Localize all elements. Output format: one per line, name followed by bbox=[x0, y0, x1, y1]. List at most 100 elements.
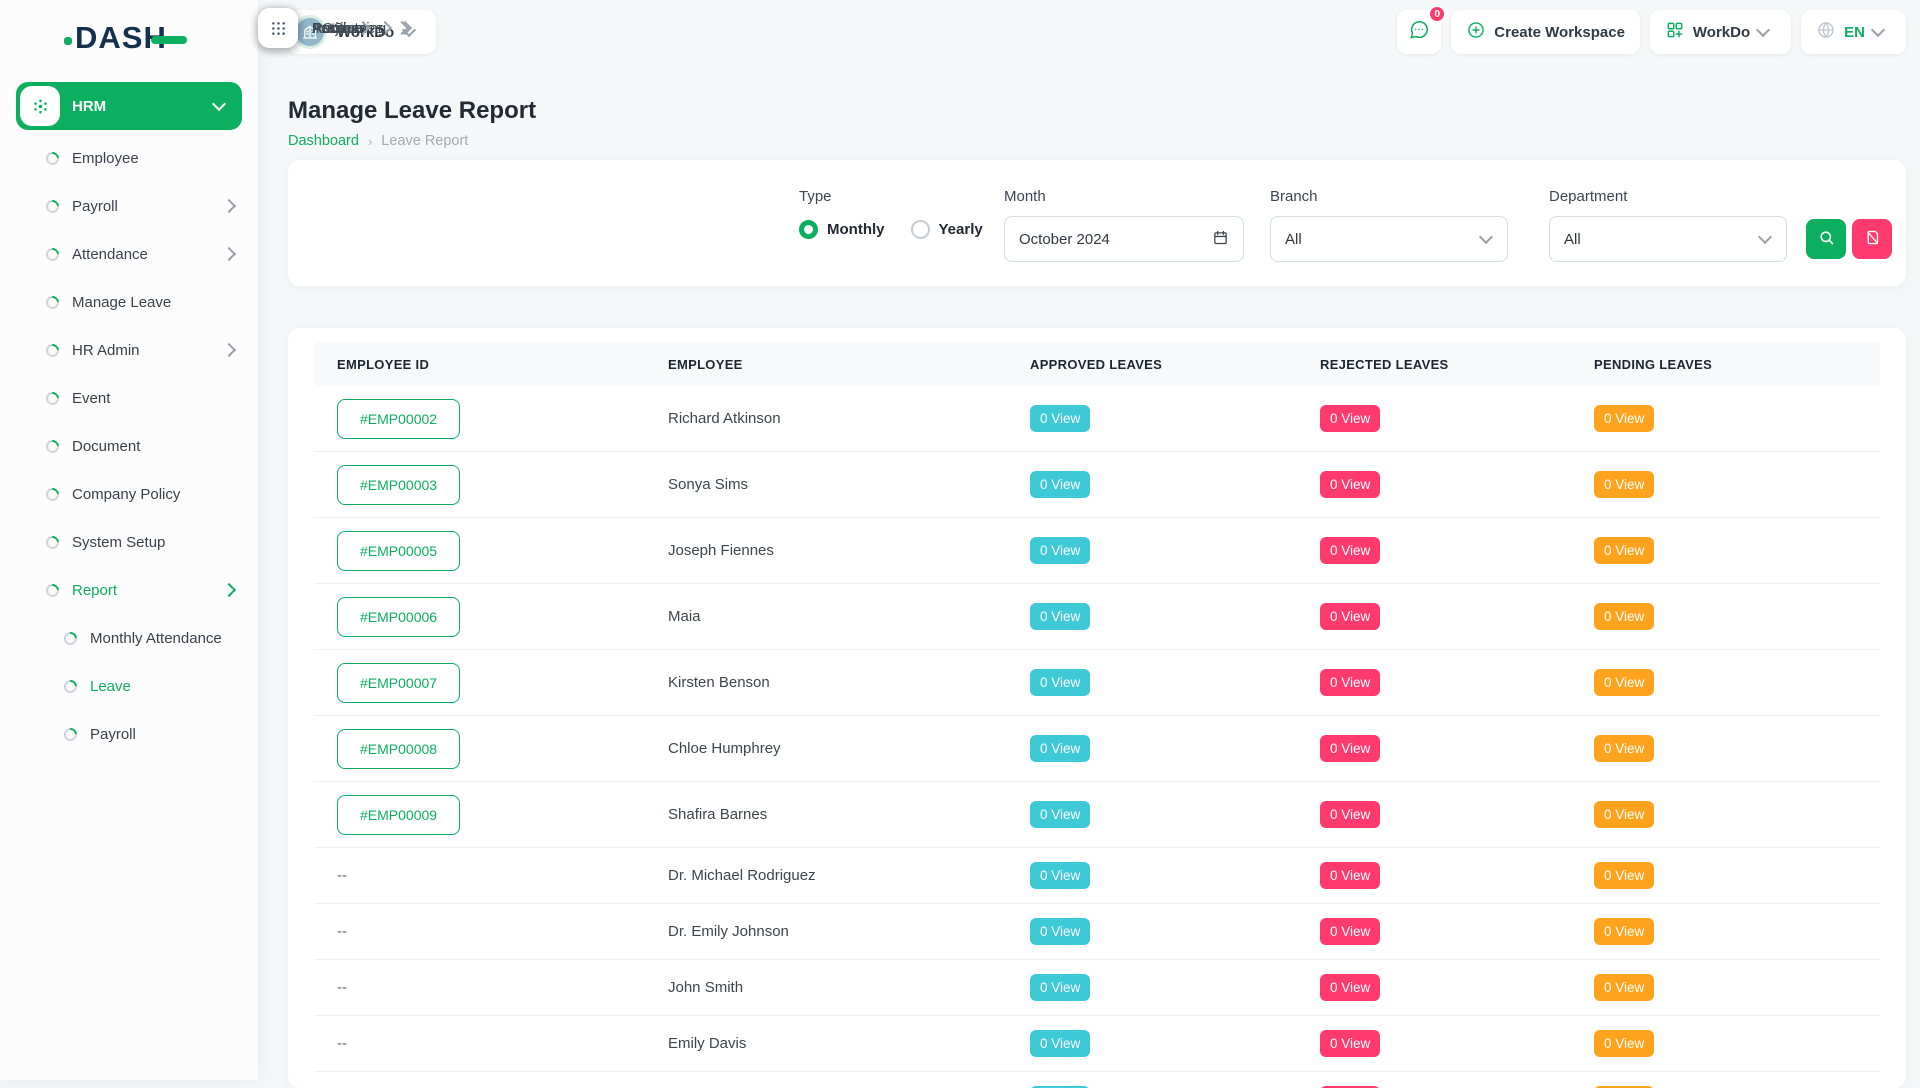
leave-report-table: EMPLOYEE ID EMPLOYEE APPROVED LEAVES REJ… bbox=[288, 328, 1906, 1088]
sidebar-item-leave[interactable]: Leave bbox=[16, 662, 242, 710]
pending-leaves-view-badge[interactable]: 0 View bbox=[1594, 862, 1655, 889]
approved-leaves-view-badge[interactable]: 0 View bbox=[1030, 801, 1091, 828]
radio-monthly[interactable]: Monthly bbox=[799, 220, 885, 239]
department-select[interactable]: All bbox=[1549, 216, 1787, 262]
sidebar-item-attendance[interactable]: Attendance bbox=[16, 230, 242, 278]
sidebar-item-event[interactable]: Event bbox=[16, 374, 242, 422]
rejected-leaves-view-badge[interactable]: 0 View bbox=[1320, 603, 1381, 630]
approved-leaves-cell: 0 View bbox=[1007, 735, 1297, 762]
branch-value: All bbox=[1285, 230, 1302, 248]
employee-id-badge[interactable]: #EMP00008 bbox=[337, 728, 461, 769]
department-label: Department bbox=[1549, 188, 1628, 205]
employee-id-badge[interactable]: #EMP00006 bbox=[337, 596, 461, 637]
approved-leaves-view-badge[interactable]: 0 View bbox=[1030, 669, 1091, 696]
sidebar-item-payroll[interactable]: Payroll bbox=[16, 710, 242, 758]
table-row: #EMP00003 Sonya Sims 0 View 0 View 0 View bbox=[314, 452, 1880, 518]
rejected-leaves-view-badge[interactable]: 0 View bbox=[1320, 405, 1381, 432]
radio-yearly[interactable]: Yearly bbox=[910, 220, 983, 239]
sidebar-item-hr-admin[interactable]: HR Admin bbox=[16, 326, 242, 374]
approved-leaves-view-badge[interactable]: 0 View bbox=[1030, 405, 1091, 432]
sidebar-item-document[interactable]: Document bbox=[16, 422, 242, 470]
pending-leaves-view-badge[interactable]: 0 View bbox=[1594, 603, 1655, 630]
sidebar-item-report[interactable]: Report bbox=[16, 566, 242, 614]
rejected-leaves-view-badge[interactable]: 0 View bbox=[1320, 918, 1381, 945]
approved-leaves-view-badge[interactable]: 0 View bbox=[1030, 603, 1091, 630]
rejected-leaves-view-badge[interactable]: 0 View bbox=[1320, 1030, 1381, 1057]
sidebar-item-label: Event bbox=[72, 389, 111, 407]
employee-id-badge[interactable]: #EMP00009 bbox=[337, 794, 461, 835]
plus-circle-icon bbox=[1466, 20, 1486, 45]
column-header-pending-leaves: PENDING LEAVES bbox=[1594, 356, 1713, 372]
employee-name: Richard Atkinson bbox=[668, 410, 781, 427]
sidebar-item-company-policy[interactable]: Company Policy bbox=[16, 470, 242, 518]
pending-leaves-view-badge[interactable]: 0 View bbox=[1594, 801, 1655, 828]
pending-leaves-view-badge[interactable]: 0 View bbox=[1594, 669, 1655, 696]
bullet-icon bbox=[43, 580, 62, 600]
app-switcher-button[interactable]: WorkDo bbox=[1649, 10, 1792, 54]
messages-button[interactable]: 0 bbox=[1397, 5, 1447, 54]
month-input[interactable]: October 2024 bbox=[1004, 216, 1244, 262]
breadcrumb: Dashboard › Leave Report bbox=[288, 133, 468, 149]
chevron-down-icon bbox=[1757, 229, 1773, 245]
create-workspace-label: Create Workspace bbox=[1494, 23, 1625, 41]
approved-leaves-view-badge[interactable]: 0 View bbox=[1030, 974, 1091, 1001]
column-header-employee-id: EMPLOYEE ID bbox=[337, 356, 430, 372]
branch-select[interactable]: All bbox=[1270, 216, 1508, 262]
approved-leaves-view-badge[interactable]: 0 View bbox=[1030, 537, 1091, 564]
sidebar-item-label: Report bbox=[72, 581, 118, 599]
pending-leaves-view-badge[interactable]: 0 View bbox=[1594, 471, 1655, 498]
search-button[interactable] bbox=[1806, 219, 1846, 259]
sidebar-item-hrm[interactable]: HRM bbox=[16, 82, 242, 130]
rejected-leaves-view-badge[interactable]: 0 View bbox=[1320, 669, 1381, 696]
approved-leaves-view-badge[interactable]: 0 View bbox=[1030, 735, 1091, 762]
pending-leaves-view-badge[interactable]: 0 View bbox=[1594, 735, 1655, 762]
rejected-leaves-view-badge[interactable]: 0 View bbox=[1320, 862, 1381, 889]
sidebar-item-monthly-attendance[interactable]: Monthly Attendance bbox=[16, 614, 242, 662]
table-header-row: EMPLOYEE ID EMPLOYEE APPROVED LEAVES REJ… bbox=[314, 342, 1880, 386]
department-value: All bbox=[1564, 230, 1581, 248]
employee-id-badge[interactable]: #EMP00002 bbox=[337, 398, 461, 439]
approved-leaves-cell: 0 View bbox=[1007, 669, 1297, 696]
rejected-leaves-cell: 0 View bbox=[1297, 735, 1571, 762]
hrm-icon bbox=[20, 86, 60, 126]
bullet-icon bbox=[43, 196, 62, 216]
column-header-employee: EMPLOYEE bbox=[668, 356, 743, 372]
pending-leaves-cell: 0 View bbox=[1571, 974, 1880, 1001]
pending-leaves-view-badge[interactable]: 0 View bbox=[1594, 974, 1655, 1001]
reset-button[interactable] bbox=[1852, 219, 1892, 259]
sidebar-item-payroll[interactable]: Payroll bbox=[16, 182, 242, 230]
rejected-leaves-view-badge[interactable]: 0 View bbox=[1320, 471, 1381, 498]
pending-leaves-view-badge[interactable]: 0 View bbox=[1594, 405, 1655, 432]
table-row: #EMP00007 Kirsten Benson 0 View 0 View 0 Vie… bbox=[314, 650, 1880, 716]
calendar-icon bbox=[1212, 229, 1229, 250]
pending-leaves-view-badge[interactable]: 0 View bbox=[1594, 918, 1655, 945]
create-workspace-button[interactable]: Create Workspace bbox=[1451, 10, 1640, 54]
chevron-right-icon bbox=[221, 246, 237, 262]
rejected-leaves-view-badge[interactable]: 0 View bbox=[1320, 537, 1381, 564]
pending-leaves-cell: 0 View bbox=[1571, 918, 1880, 945]
table-row: -- Dr. Michael Rodriguez 0 View 0 View 0 Vie… bbox=[314, 848, 1880, 904]
sidebar-item-system-setup[interactable]: System Setup bbox=[16, 518, 242, 566]
pending-leaves-cell: 0 View bbox=[1571, 669, 1880, 696]
rejected-leaves-view-badge[interactable]: 0 View bbox=[1320, 801, 1381, 828]
rejected-leaves-view-badge[interactable]: 0 View bbox=[1320, 735, 1381, 762]
breadcrumb-dashboard-link[interactable]: Dashboard bbox=[288, 133, 359, 149]
pending-leaves-view-badge[interactable]: 0 View bbox=[1594, 1030, 1655, 1057]
employee-id-badge[interactable]: #EMP00007 bbox=[337, 662, 461, 703]
logo[interactable]: DASH bbox=[0, 0, 258, 76]
employee-id-badge[interactable]: #EMP00003 bbox=[337, 464, 461, 505]
sidebar-item-label: Leave bbox=[90, 677, 131, 695]
sidebar-item-manage-leave[interactable]: Manage Leave bbox=[16, 278, 242, 326]
approved-leaves-view-badge[interactable]: 0 View bbox=[1030, 918, 1091, 945]
approved-leaves-view-badge[interactable]: 0 View bbox=[1030, 471, 1091, 498]
employee-id-empty: -- bbox=[337, 978, 347, 996]
sidebar-item-employee[interactable]: Employee bbox=[16, 134, 242, 182]
employee-id-badge[interactable]: #EMP00005 bbox=[337, 530, 461, 571]
approved-leaves-view-badge[interactable]: 0 View bbox=[1030, 1030, 1091, 1057]
approved-leaves-view-badge[interactable]: 0 View bbox=[1030, 862, 1091, 889]
language-selector[interactable]: EN bbox=[1801, 10, 1906, 54]
rejected-leaves-view-badge[interactable]: 0 View bbox=[1320, 974, 1381, 1001]
pending-leaves-view-badge[interactable]: 0 View bbox=[1594, 537, 1655, 564]
sidebar-item-label: Attendance bbox=[72, 245, 148, 263]
radio-monthly-label: Monthly bbox=[827, 221, 885, 238]
